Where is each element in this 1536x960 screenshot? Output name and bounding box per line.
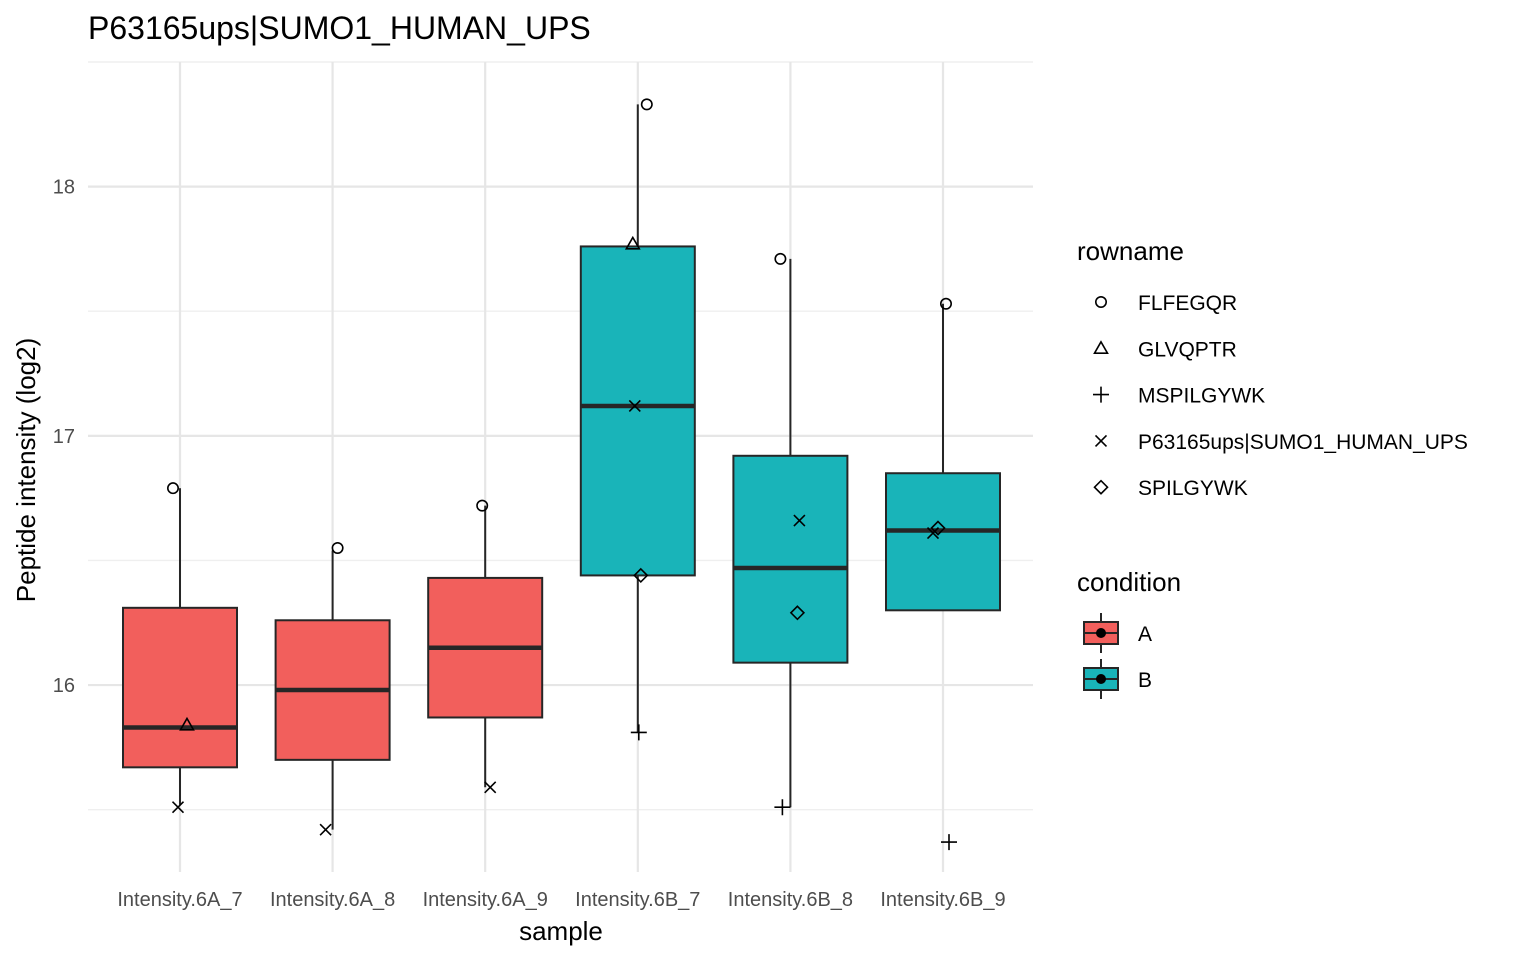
x-tick-label: Intensity.6A_7 bbox=[117, 889, 242, 911]
x-tick-label: Intensity.6B_8 bbox=[728, 889, 853, 911]
legend-key-circle bbox=[1095, 295, 1108, 308]
point-circle bbox=[331, 541, 344, 554]
y-ticks: 16 17 18 bbox=[53, 177, 75, 697]
boxes bbox=[122, 104, 1001, 830]
y-axis-title: Peptide intensity (log2) bbox=[11, 338, 41, 602]
point-circle bbox=[939, 297, 952, 310]
point-cross bbox=[484, 781, 497, 794]
legend-item-rowname: FLFEGQR bbox=[1095, 292, 1237, 315]
legend-item-rowname: MSPILGYWK bbox=[1093, 385, 1265, 408]
legend-label: GLVQPTR bbox=[1138, 338, 1237, 361]
points bbox=[167, 98, 957, 851]
point-cross bbox=[926, 526, 940, 540]
legend-item-rowname: P63165ups|SUMO1_HUMAN_UPS bbox=[1094, 431, 1468, 454]
box-Intensity.6B_9 bbox=[885, 303, 1001, 612]
box-body bbox=[579, 245, 696, 577]
box-Intensity.6B_8 bbox=[732, 258, 849, 808]
point-circle bbox=[476, 499, 489, 512]
legend-label: SPILGYWK bbox=[1138, 477, 1248, 500]
box-body bbox=[885, 472, 1001, 612]
box-Intensity.6A_7 bbox=[122, 488, 238, 805]
point-cross bbox=[171, 801, 185, 814]
legend-label: FLFEGQR bbox=[1138, 292, 1237, 315]
point-circle bbox=[640, 98, 653, 111]
chart-title: P63165ups|SUMO1_HUMAN_UPS bbox=[88, 10, 591, 46]
x-tick-label: Intensity.6A_9 bbox=[423, 889, 548, 911]
box-Intensity.6A_9 bbox=[427, 505, 544, 788]
x-tick-label: Intensity.6B_9 bbox=[880, 889, 1005, 911]
legend-key-triangle bbox=[1093, 340, 1109, 354]
box-Intensity.6A_8 bbox=[274, 550, 391, 830]
fill-legend-title: condition bbox=[1077, 567, 1181, 597]
box-Intensity.6B_7 bbox=[579, 104, 696, 733]
y-tick-label: 16 bbox=[53, 675, 75, 697]
y-tick-label: 17 bbox=[53, 426, 75, 448]
legend-item-condition: A bbox=[1083, 613, 1152, 653]
legend-label: B bbox=[1138, 669, 1152, 692]
point-diamond bbox=[930, 520, 946, 536]
x-tick-label: Intensity.6B_7 bbox=[575, 889, 700, 911]
point-cross bbox=[793, 514, 806, 527]
legend-label: P63165ups|SUMO1_HUMAN_UPS bbox=[1138, 431, 1468, 454]
legend-dot bbox=[1096, 674, 1106, 684]
point-cross bbox=[628, 399, 641, 413]
legend-item-rowname: GLVQPTR bbox=[1093, 338, 1237, 361]
point-circle bbox=[774, 252, 787, 265]
legend-key-plus bbox=[1093, 386, 1109, 403]
point-diamond bbox=[789, 605, 806, 621]
x-tick-label: Intensity.6A_8 bbox=[270, 889, 395, 911]
box-body bbox=[122, 606, 238, 769]
legend-label: A bbox=[1138, 623, 1152, 646]
point-triangle bbox=[624, 235, 641, 250]
point-plus bbox=[630, 724, 647, 741]
legend: rowname condition FLFEGQR GLVQPTR MSPILGYW… bbox=[1077, 236, 1468, 699]
point-plus bbox=[941, 834, 957, 851]
shape-legend-title: rowname bbox=[1077, 236, 1184, 266]
x-ticks: Intensity.6A_7 Intensity.6A_8 Intensity.6A… bbox=[117, 889, 1005, 911]
point-plus bbox=[774, 799, 791, 816]
y-tick-label: 18 bbox=[53, 177, 75, 199]
legend-dot bbox=[1096, 628, 1106, 638]
point-cross bbox=[319, 823, 332, 836]
point-diamond bbox=[633, 567, 649, 584]
x-axis-title: sample bbox=[519, 916, 603, 946]
legend-item-rowname: SPILGYWK bbox=[1093, 477, 1248, 500]
box-body bbox=[732, 454, 849, 664]
legend-key-cross bbox=[1094, 434, 1108, 447]
legend-item-condition: B bbox=[1083, 659, 1152, 699]
point-circle bbox=[167, 482, 180, 495]
legend-key-diamond bbox=[1093, 479, 1109, 495]
legend-label: MSPILGYWK bbox=[1138, 385, 1265, 408]
point-triangle bbox=[179, 716, 195, 731]
